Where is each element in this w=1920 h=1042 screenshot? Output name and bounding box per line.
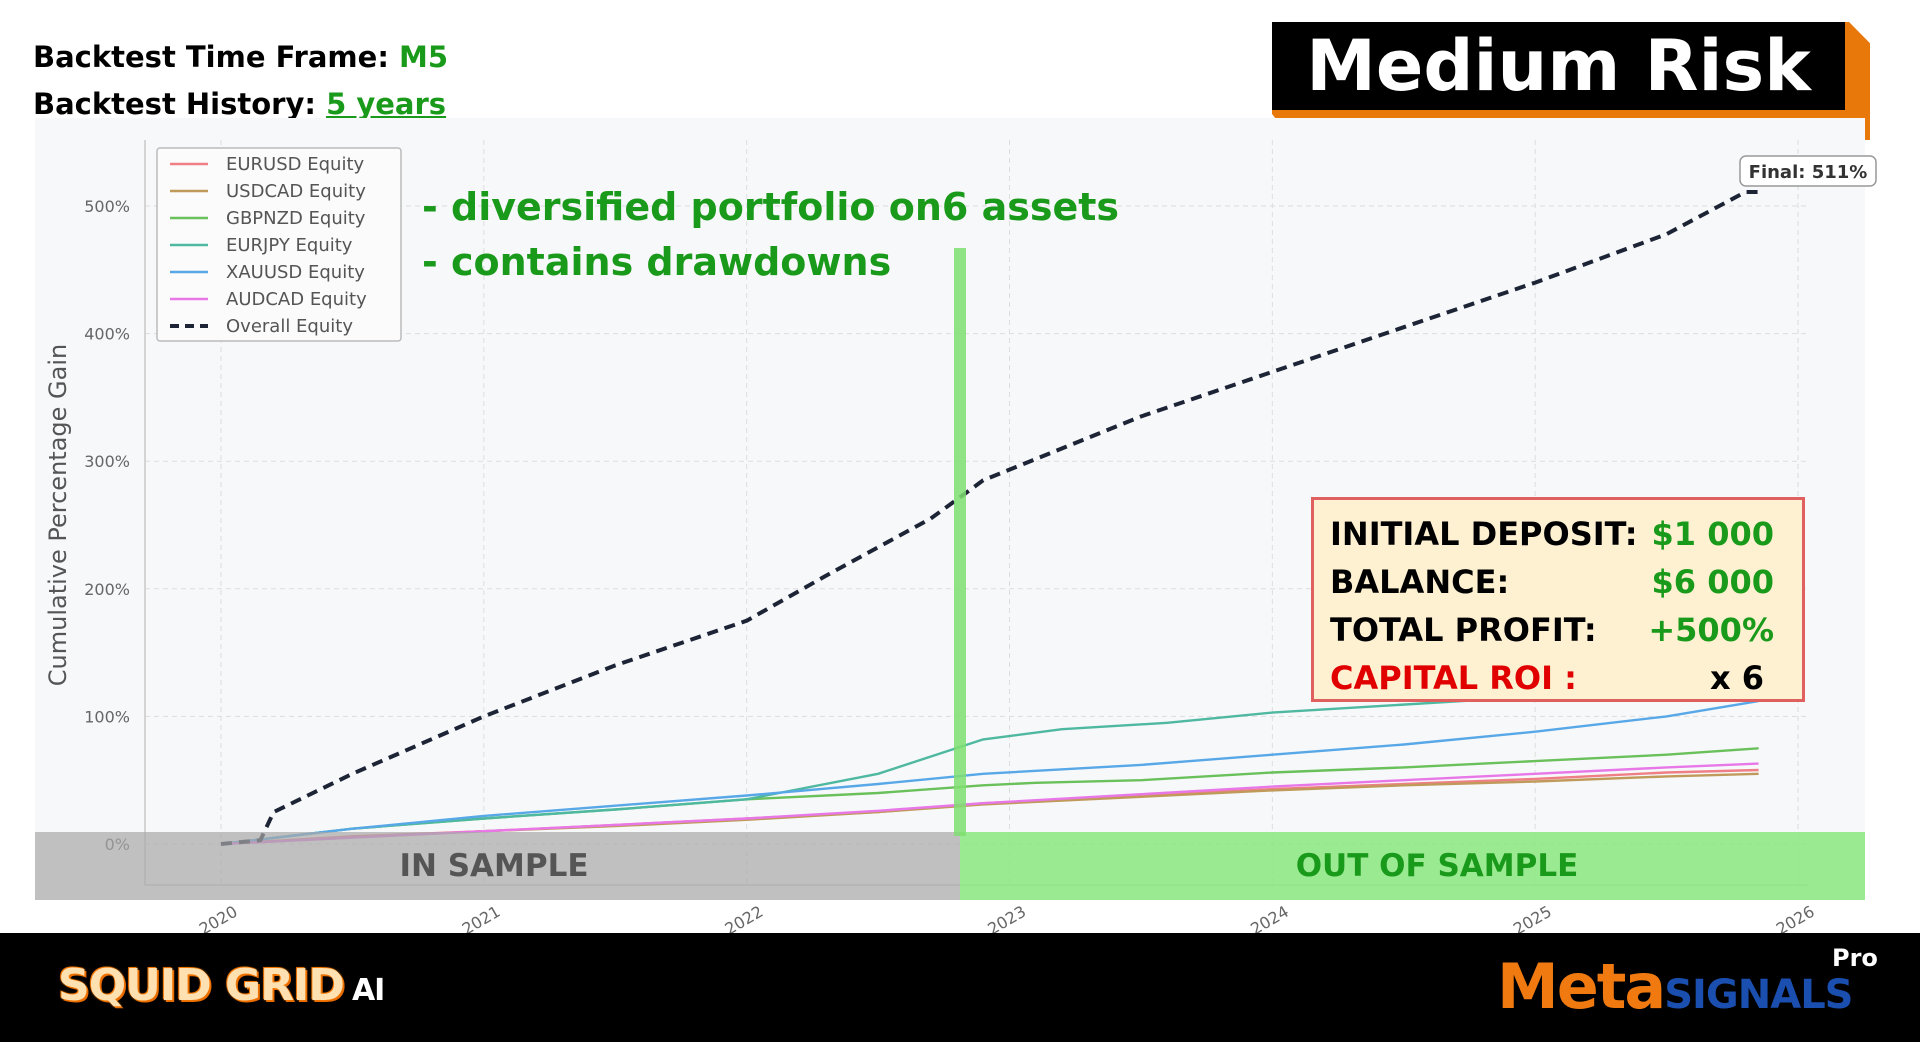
out-of-sample-band <box>960 832 1865 900</box>
y-tick-label: 100% <box>84 707 130 726</box>
x-tick-label: 2023 <box>984 902 1029 933</box>
legend-label: EURJPY Equity <box>226 235 353 256</box>
footer-bar <box>0 933 1920 1042</box>
x-tick-label: 2020 <box>196 902 241 933</box>
metasignals-logo-signals: SIGNALS <box>1664 972 1853 1018</box>
stat-label: BALANCE: <box>1330 563 1510 601</box>
timeframe-label: Backtest Time Frame: <box>33 40 389 74</box>
squid-grid-logo-text: SQUID GRID <box>58 960 345 1011</box>
legend: EURUSD Equity USDCAD Equity GBPNZD Equity E… <box>156 147 402 342</box>
timeframe-value: M5 <box>399 40 449 74</box>
timeframe-line: Backtest Time Frame: M5 <box>33 40 448 74</box>
legend-label: Overall Equity <box>226 316 353 337</box>
x-tick-label: 2026 <box>1773 902 1818 933</box>
y-tick-label: 200% <box>84 580 130 599</box>
x-tick-label: 2024 <box>1247 902 1292 933</box>
in-sample-band <box>35 832 960 900</box>
stat-capital-roi: CAPITAL ROI : x 6 <box>1330 654 1774 702</box>
squid-grid-logo-ai: AI <box>351 973 385 1008</box>
y-tick-label: 300% <box>84 452 130 471</box>
x-tick-label: 2025 <box>1510 902 1555 933</box>
series-line-xauusd-equity <box>220 699 1759 846</box>
history-label: Backtest History: <box>33 87 316 121</box>
stat-value: x 6 <box>1709 659 1764 697</box>
stat-label: CAPITAL ROI : <box>1330 659 1577 697</box>
stats-panel: INITIAL DEPOSIT: $1 000 BALANCE: $6 000 … <box>1311 497 1805 702</box>
stat-value: $1 000 <box>1651 515 1774 553</box>
metasignals-logo: MetaSIGNALS Pro <box>1497 944 1878 1023</box>
legend-items: EURUSD Equity USDCAD Equity GBPNZD Equity E… <box>170 154 367 337</box>
annotation-bullets: - diversified portfolio on6 assets - con… <box>422 180 1119 290</box>
legend-box <box>156 147 402 342</box>
stat-balance: BALANCE: $6 000 <box>1330 558 1774 606</box>
bullet-diversified: - diversified portfolio on6 assets <box>422 185 1120 229</box>
stat-total-profit: TOTAL PROFIT: +500% <box>1330 606 1774 654</box>
y-tick-label: 400% <box>84 325 130 344</box>
metasignals-logo-meta: Meta <box>1497 950 1666 1023</box>
equity-chart: 0%100%200%300%400%500% 20202021202220232… <box>35 140 1877 933</box>
final-label: Final: 511% <box>1739 155 1877 187</box>
y-tick-label: 500% <box>84 197 130 216</box>
x-tick-label: 2022 <box>722 902 767 933</box>
series-lines <box>220 190 1759 846</box>
squid-grid-logo: SQUID GRID AI <box>58 960 385 1011</box>
bullet-drawdowns: - contains drawdowns <box>422 240 892 284</box>
stat-value: +500% <box>1648 611 1774 649</box>
x-tick-label: 2021 <box>459 902 504 933</box>
history-line: Backtest History: 5 years <box>33 87 446 121</box>
series-line-audcad-equity <box>220 762 1759 846</box>
legend-label: XAUUSD Equity <box>226 262 365 283</box>
final-label-box <box>1739 155 1877 187</box>
x-tick-labels: 2020 2021 2022 2023 2024 2025 2026 <box>196 902 1818 933</box>
final-label-text: Final: 511% <box>1749 162 1868 183</box>
series-line-overall-equity <box>220 190 1759 846</box>
stat-value: $6 000 <box>1651 563 1774 601</box>
legend-label: GBPNZD Equity <box>226 208 366 229</box>
history-link[interactable]: 5 years <box>326 87 447 121</box>
stat-label: INITIAL DEPOSIT: <box>1330 515 1638 553</box>
y-axis-label: Cumulative Percentage Gain <box>44 344 72 686</box>
risk-badge-label: Medium Risk <box>1272 22 1845 110</box>
legend-label: USDCAD Equity <box>226 181 366 202</box>
legend-label: AUDCAD Equity <box>226 289 367 310</box>
in-sample-label: IN SAMPLE <box>399 848 588 884</box>
legend-label: EURUSD Equity <box>226 154 365 175</box>
stat-initial-deposit: INITIAL DEPOSIT: $1 000 <box>1330 510 1774 558</box>
metasignals-logo-pro: Pro <box>1832 944 1878 972</box>
stat-label: TOTAL PROFIT: <box>1330 611 1597 649</box>
out-of-sample-label: OUT OF SAMPLE <box>1296 848 1579 884</box>
